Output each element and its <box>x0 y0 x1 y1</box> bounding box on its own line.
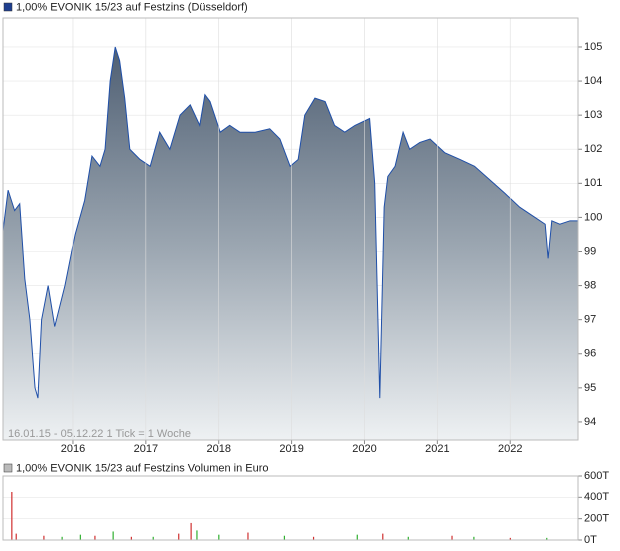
x-tick-label: 2019 <box>279 443 303 455</box>
bar <box>451 535 453 540</box>
y-tick-label: 100 <box>584 211 602 223</box>
y-tick-label: 600T <box>584 470 609 482</box>
bar <box>196 530 198 540</box>
bar <box>247 532 249 540</box>
bar <box>382 533 384 540</box>
bar <box>312 536 315 540</box>
annotation: 16.01.15 - 05.12.22 1 Tick = 1 Woche <box>8 428 191 440</box>
legend-swatch <box>3 2 13 12</box>
y-tick-label: 102 <box>584 143 602 155</box>
y-tick-label: 101 <box>584 177 602 189</box>
plot-border <box>2 475 579 541</box>
x-tick-label: 2020 <box>352 443 376 455</box>
y-tick-label: 105 <box>584 41 602 53</box>
bar <box>15 533 17 540</box>
y-tick-label: 94 <box>584 416 596 428</box>
y-tick-label: 99 <box>584 245 596 257</box>
y-tick-label: 98 <box>584 279 596 291</box>
x-tick-label: 2017 <box>134 443 158 455</box>
area <box>3 46 578 440</box>
bar <box>356 534 358 540</box>
bar <box>218 534 220 540</box>
bar <box>190 522 192 540</box>
y-tick-label: 104 <box>584 75 602 87</box>
bar <box>94 535 96 540</box>
chart-title: 1,00% EVONIK 15/23 auf Festzins Volumen … <box>16 462 269 474</box>
bar <box>43 535 45 540</box>
x-tick-label: 2022 <box>498 443 522 455</box>
y-tick-label: 96 <box>584 348 596 360</box>
plot-border <box>2 17 579 441</box>
bar <box>546 537 548 540</box>
bar <box>11 492 13 540</box>
bar <box>130 536 132 540</box>
y-tick-label: 95 <box>584 382 596 394</box>
bar <box>473 536 475 540</box>
bar <box>509 537 511 540</box>
legend-swatch <box>3 463 13 473</box>
bar <box>178 533 180 540</box>
plot-frame <box>2 475 579 541</box>
bar <box>152 536 154 540</box>
bar <box>61 536 63 540</box>
y-tick-label: 0T <box>584 534 597 546</box>
line <box>2 46 578 399</box>
x-tick-label: 2021 <box>425 443 449 455</box>
chart-title: 1,00% EVONIK 15/23 auf Festzins (Düsseld… <box>16 1 248 13</box>
y-tick-label: 97 <box>584 314 596 326</box>
y-tick-label: 103 <box>584 109 602 121</box>
bar <box>112 531 114 540</box>
bar <box>283 535 286 540</box>
bar <box>79 534 81 540</box>
y-tick-label: 200T <box>584 513 609 525</box>
bar <box>407 536 409 540</box>
x-tick-label: 2016 <box>61 443 85 455</box>
x-tick-label: 2018 <box>206 443 230 455</box>
y-tick-label: 400T <box>584 491 609 503</box>
